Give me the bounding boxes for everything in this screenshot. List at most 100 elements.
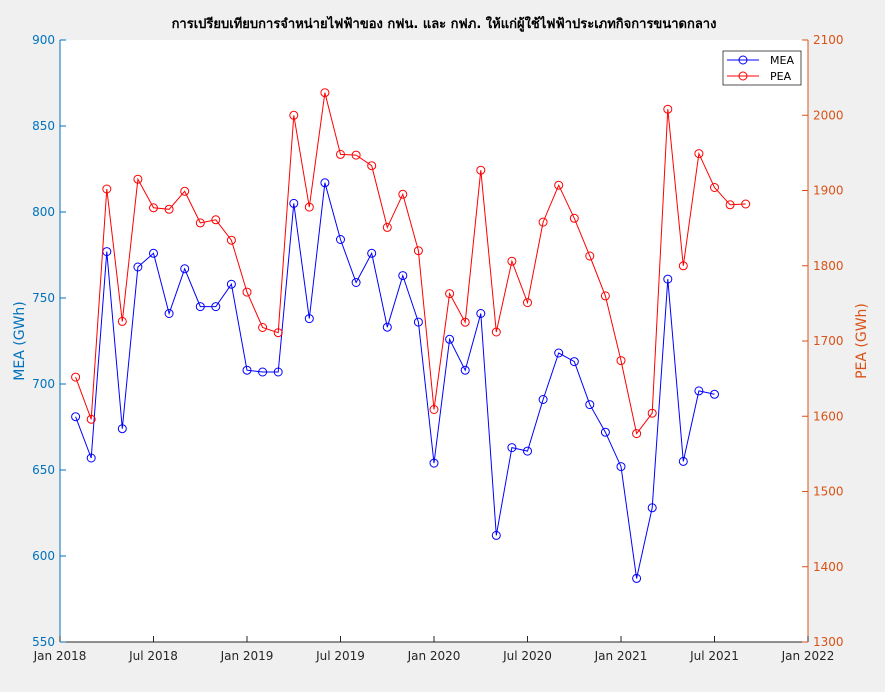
pea-data-point [741, 199, 751, 209]
x-tick-label: Jan 2019 [220, 649, 274, 663]
pea-data-point [647, 408, 657, 418]
x-tick-label: Jul 2019 [315, 649, 365, 663]
pea-data-point [585, 251, 595, 261]
pea-data-point [538, 217, 548, 227]
mea-data-point [491, 530, 501, 540]
legend-pea-marker [738, 71, 748, 81]
pea-data-point [289, 110, 299, 120]
pea-series-line [75, 92, 746, 435]
pea-data-point [507, 256, 517, 266]
mea-data-point [336, 235, 345, 244]
pea-data-point [523, 298, 532, 308]
series-layer [71, 88, 751, 583]
mea-data-point [554, 348, 564, 358]
pea-data-point [632, 429, 642, 439]
pea-data-point [351, 150, 361, 160]
pea-data-point [413, 246, 423, 256]
pea-data-point [554, 180, 564, 190]
pea-data-point [460, 317, 470, 327]
y-right-tick-label: 1700 [813, 334, 844, 348]
mea-data-point [382, 322, 392, 332]
mea-data-point [258, 367, 268, 377]
mea-data-point [413, 317, 423, 327]
mea-data-point [585, 400, 595, 410]
legend-pea-label: PEA [770, 70, 792, 83]
pea-data-point [242, 287, 252, 297]
mea-data-point [616, 462, 626, 472]
y-right-tick-label: 1400 [813, 560, 844, 574]
mea-data-point [600, 427, 610, 437]
mea-data-point [445, 334, 455, 344]
x-axis-ticks: Jan 2018 Jul 2018 Jan 2019 Jul 2019 Jan 2020… [33, 636, 834, 663]
y-left-tick-label: 800 [32, 205, 55, 219]
mea-data-point [133, 262, 143, 272]
chart-title: การเปรียบเทียบการจำหน่ายไฟฟ้าของ กฟน. แล… [172, 15, 717, 32]
pea-data-point [382, 222, 392, 232]
pea-data-point [445, 289, 455, 299]
pea-data-point [429, 405, 439, 414]
legend: MEA PEA [722, 50, 802, 86]
pea-data-point [694, 149, 704, 159]
pea-data-point [710, 183, 719, 192]
y-right-tick-label: 1800 [813, 259, 844, 273]
pea-data-point [398, 189, 408, 199]
pea-data-point [367, 161, 377, 171]
mea-data-point [71, 412, 81, 422]
mea-data-point [663, 274, 673, 284]
pea-data-point [663, 104, 673, 114]
y-right-axis-label: PEA (GWh) [854, 303, 870, 379]
mea-data-point [632, 573, 642, 583]
mea-data-point [149, 248, 158, 258]
y-left-tick-label: 750 [32, 291, 55, 305]
mea-data-point [538, 395, 548, 404]
y-right-tick-label: 1900 [813, 184, 844, 198]
pea-data-point [149, 203, 158, 213]
pea-data-point [491, 327, 501, 337]
mea-data-point [523, 446, 532, 456]
mea-data-point [320, 178, 330, 188]
pea-data-point [304, 202, 314, 212]
pea-data-point [476, 165, 486, 175]
x-tick-label: Jul 2021 [689, 649, 739, 663]
pea-data-point [117, 316, 127, 326]
pea-data-point [211, 215, 221, 225]
y-left-tick-label: 850 [32, 119, 55, 133]
pea-data-point [336, 149, 345, 159]
y-right-tick-label: 2000 [813, 108, 844, 122]
mea-data-point [678, 456, 688, 466]
y-right-tick-label: 1300 [813, 635, 844, 649]
pea-data-point [258, 323, 268, 332]
mea-data-point [351, 278, 361, 287]
x-tick-label: Jan 2018 [33, 649, 87, 663]
pea-data-point [600, 291, 610, 301]
y-right-tick-label: 1600 [813, 409, 844, 423]
mea-data-point [273, 367, 283, 377]
pea-data-point [678, 261, 688, 271]
legend-mea-label: MEA [770, 54, 794, 67]
pea-data-point [725, 200, 735, 210]
pea-data-point [273, 328, 283, 338]
mea-data-point [398, 271, 408, 281]
mea-data-point [211, 302, 221, 312]
mea-data-point [226, 279, 236, 289]
y-left-tick-label: 650 [32, 463, 55, 477]
pea-data-point [86, 414, 96, 424]
pea-data-point [195, 218, 205, 228]
mea-data-point [507, 443, 517, 453]
x-tick-label: Jan 2021 [594, 649, 648, 663]
y-right-tick-label: 1500 [813, 485, 844, 499]
mea-data-point [710, 389, 719, 399]
y-left-tick-label: 550 [32, 635, 55, 649]
pea-data-point [164, 204, 174, 214]
pea-data-point [569, 213, 579, 223]
mea-data-point [289, 198, 299, 208]
legend-box [722, 50, 802, 86]
mea-data-point [86, 453, 96, 463]
y-left-axis-ticks: 550 600 650 700 750 800 850 900 [32, 33, 66, 649]
mea-data-point [569, 357, 579, 367]
plot-area [60, 40, 808, 642]
y-left-tick-label: 700 [32, 377, 55, 391]
y-left-axis-label: MEA (GWh) [12, 301, 28, 380]
y-right-axis-ticks: 1300 1400 1500 1600 1700 1800 1900 2000 2100 [802, 33, 844, 649]
